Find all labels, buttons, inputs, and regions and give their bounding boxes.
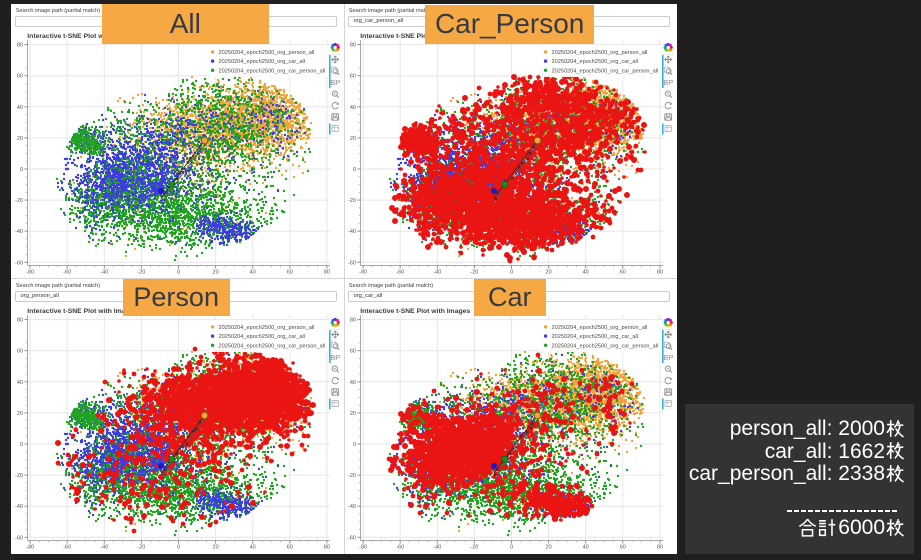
svg-text:40: 40 <box>250 269 256 275</box>
svg-text:-80: -80 <box>359 269 367 275</box>
svg-text:-40: -40 <box>15 504 23 510</box>
svg-text:20: 20 <box>350 411 356 417</box>
svg-text:20250204_epoch2500_org_car_per: 20250204_epoch2500_org_car_person_all <box>219 68 326 74</box>
svg-text:80: 80 <box>350 43 356 49</box>
svg-text:20250204_epoch2500_org_person_: 20250204_epoch2500_org_person_all <box>219 325 315 331</box>
svg-text:60: 60 <box>620 269 626 275</box>
svg-text:+: + <box>666 92 669 98</box>
svg-text:-40: -40 <box>433 269 441 275</box>
svg-text:80: 80 <box>657 544 663 550</box>
svg-text:0: 0 <box>177 269 180 275</box>
svg-text:0: 0 <box>353 442 356 448</box>
svg-text:-60: -60 <box>15 260 23 266</box>
svg-text:-40: -40 <box>100 544 108 550</box>
svg-text:-80: -80 <box>26 544 34 550</box>
svg-text:+: + <box>333 367 336 373</box>
svg-text:-60: -60 <box>396 544 404 550</box>
svg-text:20250204_epoch2500_org_person_: 20250204_epoch2500_org_person_all <box>552 325 648 331</box>
svg-text:80: 80 <box>17 318 23 324</box>
svg-text:20: 20 <box>350 136 356 142</box>
svg-text:0: 0 <box>177 544 180 550</box>
svg-text:-60: -60 <box>15 535 23 541</box>
svg-text:-20: -20 <box>348 198 356 204</box>
svg-text:60: 60 <box>17 74 23 80</box>
svg-text:60: 60 <box>350 74 356 80</box>
svg-text:20250204_epoch2500_org_car_all: 20250204_epoch2500_org_car_all <box>552 334 638 340</box>
svg-text:-40: -40 <box>15 229 23 235</box>
svg-text:+: + <box>333 92 336 98</box>
svg-text:0: 0 <box>20 442 23 448</box>
svg-text:BP: BP <box>663 78 673 87</box>
svg-text:20250204_epoch2500_org_person_: 20250204_epoch2500_org_person_all <box>219 50 315 56</box>
svg-text:-20: -20 <box>15 473 23 479</box>
svg-text:-20: -20 <box>470 544 478 550</box>
svg-text:20250204_epoch2500_org_car_per: 20250204_epoch2500_org_car_person_all <box>219 343 326 349</box>
svg-text:80: 80 <box>350 318 356 324</box>
svg-text:80: 80 <box>657 269 663 275</box>
svg-text:+: + <box>666 367 669 373</box>
svg-text:BP: BP <box>330 353 340 362</box>
svg-text:-20: -20 <box>348 473 356 479</box>
svg-text:60: 60 <box>620 544 626 550</box>
svg-text:0: 0 <box>510 269 513 275</box>
svg-text:40: 40 <box>250 544 256 550</box>
svg-text:-40: -40 <box>348 504 356 510</box>
svg-text:20250204_epoch2500_org_car_per: 20250204_epoch2500_org_car_person_all <box>552 343 659 349</box>
svg-text:0: 0 <box>353 167 356 173</box>
svg-text:40: 40 <box>583 544 589 550</box>
svg-text:0: 0 <box>510 544 513 550</box>
svg-text:BP: BP <box>663 353 673 362</box>
svg-text:-60: -60 <box>396 269 404 275</box>
svg-text:20250204_epoch2500_org_car_all: 20250204_epoch2500_org_car_all <box>552 59 638 65</box>
svg-text:-60: -60 <box>348 535 356 541</box>
svg-text:-40: -40 <box>433 544 441 550</box>
svg-text:20: 20 <box>546 544 552 550</box>
svg-text:20: 20 <box>213 269 219 275</box>
svg-text:60: 60 <box>287 269 293 275</box>
svg-text:80: 80 <box>324 544 330 550</box>
svg-text:40: 40 <box>17 105 23 111</box>
svg-text:-80: -80 <box>359 544 367 550</box>
svg-text:-40: -40 <box>100 269 108 275</box>
svg-text:20: 20 <box>213 544 219 550</box>
svg-text:0: 0 <box>20 167 23 173</box>
svg-text:-60: -60 <box>63 544 71 550</box>
svg-text:20: 20 <box>17 136 23 142</box>
svg-text:-40: -40 <box>348 229 356 235</box>
svg-text:40: 40 <box>17 380 23 386</box>
svg-text:20250204_epoch2500_org_car_per: 20250204_epoch2500_org_car_person_all <box>552 68 659 74</box>
svg-text:40: 40 <box>350 105 356 111</box>
svg-text:-80: -80 <box>26 269 34 275</box>
svg-text:40: 40 <box>583 269 589 275</box>
svg-text:80: 80 <box>324 269 330 275</box>
svg-text:20: 20 <box>546 269 552 275</box>
svg-text:20250204_epoch2500_org_person_: 20250204_epoch2500_org_person_all <box>552 50 648 56</box>
svg-text:20250204_epoch2500_org_car_all: 20250204_epoch2500_org_car_all <box>219 59 305 65</box>
svg-text:40: 40 <box>350 380 356 386</box>
svg-text:80: 80 <box>17 43 23 49</box>
svg-text:-20: -20 <box>470 269 478 275</box>
svg-text:20: 20 <box>17 411 23 417</box>
svg-text:BP: BP <box>330 78 340 87</box>
svg-text:-60: -60 <box>63 269 71 275</box>
svg-text:60: 60 <box>287 544 293 550</box>
svg-text:60: 60 <box>17 349 23 355</box>
svg-text:-60: -60 <box>348 260 356 266</box>
svg-text:60: 60 <box>350 349 356 355</box>
svg-text:20250204_epoch2500_org_car_all: 20250204_epoch2500_org_car_all <box>219 334 305 340</box>
svg-text:-20: -20 <box>137 544 145 550</box>
svg-text:-20: -20 <box>15 198 23 204</box>
svg-text:-20: -20 <box>137 269 145 275</box>
